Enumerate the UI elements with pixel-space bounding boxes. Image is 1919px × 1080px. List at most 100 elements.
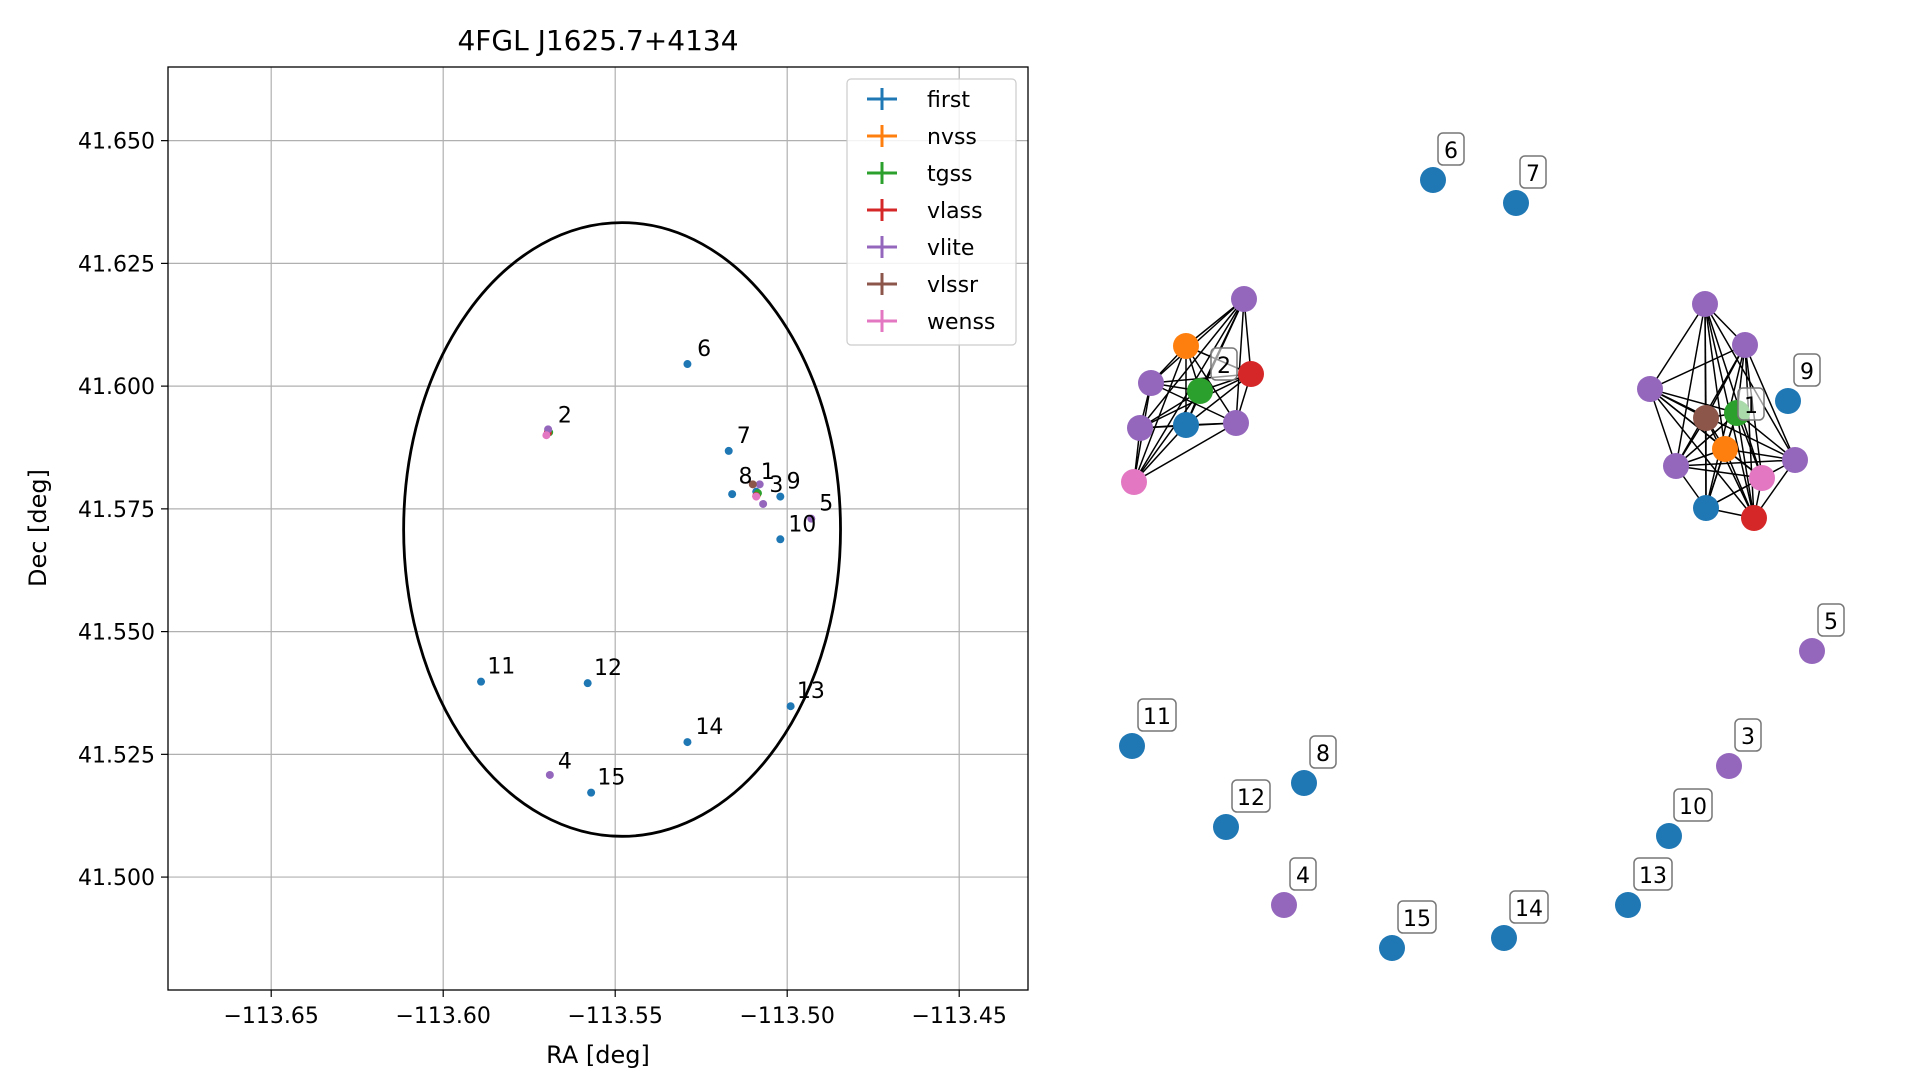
graph-edge	[1704, 303, 1763, 479]
legend-label-first: first	[927, 88, 970, 113]
point-first	[776, 492, 785, 501]
point-annotation: 10	[788, 512, 816, 537]
graph-node-g1-vlite-b	[1732, 332, 1758, 358]
x-tick-label: −113.65	[223, 1004, 318, 1029]
y-tick-label: 41.550	[78, 621, 155, 646]
legend-label-tgss: tgss	[927, 162, 973, 187]
legend-label-wenss: wenss	[927, 310, 995, 335]
group-label-box	[1397, 900, 1437, 934]
graph-node-s11	[1119, 733, 1145, 759]
group-label-box	[1137, 698, 1177, 732]
group-label: 2	[1217, 354, 1231, 379]
point-first	[587, 788, 596, 797]
graph-edge	[1133, 422, 1237, 483]
graph-edge	[1649, 388, 1738, 414]
graph-node-g1-vlite-c	[1637, 376, 1663, 402]
legend-label-vlass: vlass	[927, 199, 983, 224]
y-tick-label: 41.650	[78, 130, 155, 155]
point-vlite	[545, 770, 554, 779]
graph-node-s3	[1716, 753, 1742, 779]
group-label-box	[1309, 735, 1337, 769]
graph-node-g1-nvss	[1712, 436, 1738, 462]
group-label-box	[1437, 132, 1465, 166]
group-label-box	[1231, 779, 1271, 813]
graph-edge	[1235, 298, 1245, 424]
graph-node-s15	[1379, 935, 1405, 961]
graph-node-s14	[1491, 925, 1517, 951]
group-label-box	[1673, 788, 1713, 822]
point-wenss	[542, 431, 551, 440]
point-annotation: 7	[737, 424, 751, 449]
graph-edge	[1675, 303, 1706, 467]
group-label: 12	[1237, 786, 1265, 811]
y-tick-label: 41.625	[78, 252, 155, 277]
group-label-box	[1509, 890, 1549, 924]
group-label-box	[1737, 387, 1765, 421]
group-label-box	[1793, 353, 1821, 387]
point-annotation: 9	[787, 470, 801, 495]
graph-edge	[1744, 344, 1755, 519]
point-annotation: 13	[797, 679, 825, 704]
group-label: 1	[1744, 394, 1758, 419]
group-label: 14	[1515, 897, 1543, 922]
y-tick-label: 41.575	[78, 498, 155, 523]
ellipse-layer	[402, 221, 842, 838]
group-label: 5	[1824, 610, 1838, 635]
point-vlite	[807, 514, 816, 523]
point-first	[683, 738, 692, 747]
group-label: 7	[1526, 162, 1540, 187]
graph-edge	[1185, 373, 1252, 426]
group-label: 3	[1741, 725, 1755, 750]
graph-node-g2-vlass	[1238, 361, 1264, 387]
graph-edge	[1649, 303, 1706, 390]
graph-node-s5	[1799, 638, 1825, 664]
graph-node-g2-wenss	[1121, 469, 1147, 495]
graph-node-g2-vlite-b	[1138, 370, 1164, 396]
legend: first nvss tgss vlass vlite vlssr wenss	[846, 78, 1017, 346]
group-label: 4	[1296, 864, 1310, 889]
plot-frame	[167, 66, 1029, 991]
graph-node-s7	[1503, 190, 1529, 216]
graph-edge	[1704, 303, 1796, 461]
group-label-box	[1519, 155, 1547, 189]
point-first	[786, 702, 795, 711]
graph-node-g1-vlssr	[1693, 405, 1719, 431]
point-annotation: 15	[597, 766, 625, 791]
graph-node-g1-vlass	[1741, 505, 1767, 531]
match-graph: 2 1 6 7 9 5 3 10 13 14 15 4 12 8 11	[1119, 132, 1845, 961]
y-axis-label: Dec [deg]	[24, 469, 52, 587]
point-first	[724, 446, 733, 455]
graph-edge	[1649, 388, 1677, 467]
graph-node-g2-vlite-d	[1223, 410, 1249, 436]
graph-edge	[1133, 345, 1187, 483]
point-annotation: 12	[594, 656, 622, 681]
graph-node-s12	[1213, 814, 1239, 840]
x-tick-label: −113.60	[395, 1004, 490, 1029]
graph-edge	[1199, 298, 1245, 392]
legend-label-vlssr: vlssr	[927, 273, 979, 298]
graph-edge	[1649, 344, 1746, 390]
x-tick-label: −113.45	[911, 1004, 1006, 1029]
group-label: 11	[1143, 705, 1171, 730]
data-points	[477, 360, 816, 797]
point-first	[728, 490, 737, 499]
legend-box	[846, 78, 1017, 346]
point-first	[776, 535, 785, 544]
x-axis-ticks: −113.65 −113.60 −113.55 −113.50 −113.45	[223, 990, 1007, 1029]
graph-node-g2-tgss	[1187, 378, 1213, 404]
point-first	[477, 677, 486, 686]
group-label: 13	[1639, 864, 1667, 889]
graph-edge	[1675, 459, 1796, 467]
graph-node-s4	[1271, 892, 1297, 918]
graph-edge	[1744, 344, 1796, 461]
point-first	[583, 679, 592, 688]
graph-edge	[1675, 344, 1746, 467]
point-annotation: 8	[738, 465, 752, 490]
graph-group-labels: 2 1 6 7 9 5 3 10 13 14 15 4 12 8 11	[1137, 132, 1845, 934]
graph-node-g1-first	[1693, 495, 1719, 521]
legend-label-nvss: nvss	[927, 125, 977, 150]
group-label: 9	[1800, 360, 1814, 385]
point-annotation: 5	[819, 492, 833, 517]
group-label-box	[1633, 857, 1673, 891]
